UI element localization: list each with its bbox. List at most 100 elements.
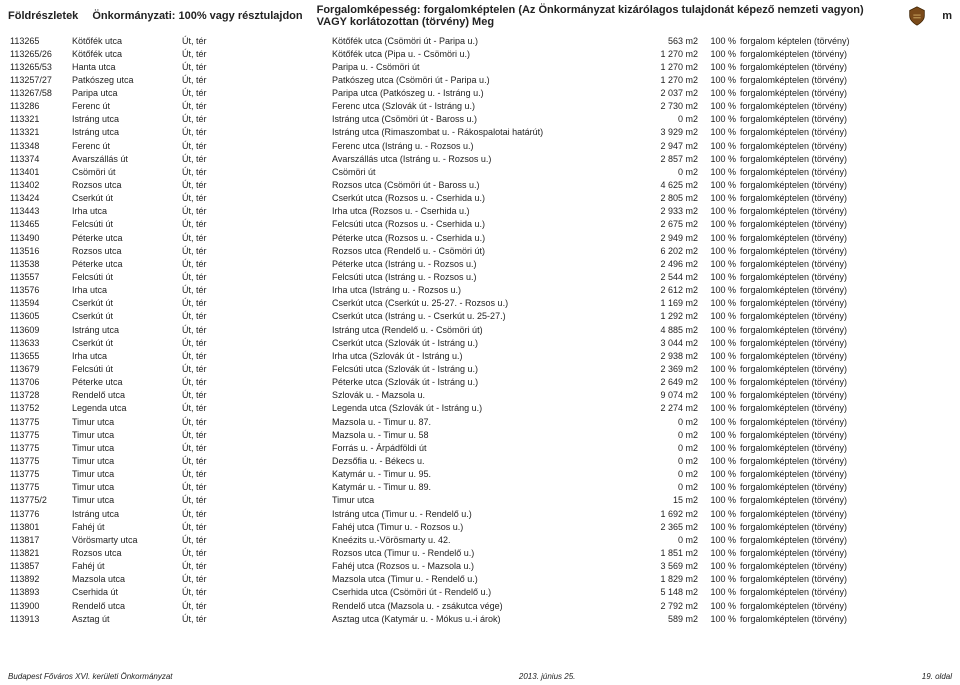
cell-id: 113265/26: [8, 47, 70, 60]
cell-id: 113286: [8, 100, 70, 113]
cell-own: 100 %: [700, 179, 738, 192]
cell-id: 113752: [8, 402, 70, 415]
cell-type: Út, tér: [180, 310, 330, 323]
cell-type: Út, tér: [180, 231, 330, 244]
cell-area: 2 544 m2: [630, 271, 700, 284]
cell-stat: forgalomképtelen (törvény): [738, 560, 952, 573]
table-row: 113817Vörösmarty utcaÚt, térKneézits u.-…: [8, 533, 952, 546]
cell-stat: forgalomképtelen (törvény): [738, 520, 952, 533]
cell-desc: Patkószeg utca (Csömöri út - Paripa u.): [330, 73, 630, 86]
cell-own: 100 %: [700, 60, 738, 73]
cell-own: 100 %: [700, 533, 738, 546]
cell-desc: Mazsola u. - Timur u. 58: [330, 428, 630, 441]
cell-own: 100 %: [700, 165, 738, 178]
cell-name: Timur utca: [70, 415, 180, 428]
cell-name: Fahéj út: [70, 560, 180, 573]
cell-name: Rendelő utca: [70, 389, 180, 402]
cell-desc: Ferenc utca (Istráng u. - Rozsos u.): [330, 139, 630, 152]
cell-area: 2 496 m2: [630, 257, 700, 270]
cell-id: 113775: [8, 481, 70, 494]
cell-stat: forgalomképtelen (törvény): [738, 139, 952, 152]
cell-own: 100 %: [700, 494, 738, 507]
cell-stat: forgalomképtelen (törvény): [738, 494, 952, 507]
cell-type: Út, tér: [180, 389, 330, 402]
cell-id: 113490: [8, 231, 70, 244]
cell-stat: forgalomképtelen (törvény): [738, 507, 952, 520]
cell-own: 100 %: [700, 34, 738, 47]
cell-id: 113321: [8, 113, 70, 126]
cell-stat: forgalomképtelen (törvény): [738, 323, 952, 336]
cell-name: Asztag út: [70, 612, 180, 625]
cell-area: 2 947 m2: [630, 139, 700, 152]
cell-type: Út, tér: [180, 507, 330, 520]
cell-id: 113402: [8, 179, 70, 192]
crest-icon: [906, 5, 928, 27]
cell-id: 113776: [8, 507, 70, 520]
cell-type: Út, tér: [180, 271, 330, 284]
page-header: Földrészletek Önkormányzati: 100% vagy r…: [8, 4, 952, 28]
cell-area: 4 625 m2: [630, 179, 700, 192]
cell-own: 100 %: [700, 481, 738, 494]
cell-area: 1 292 m2: [630, 310, 700, 323]
cell-name: Péterke utca: [70, 231, 180, 244]
cell-type: Út, tér: [180, 481, 330, 494]
cell-name: Istráng utca: [70, 126, 180, 139]
cell-area: 0 m2: [630, 441, 700, 454]
table-row: 113401Csömöri útÚt, térCsömöri út0 m2100…: [8, 165, 952, 178]
table-row: 113679Felcsúti útÚt, térFelcsúti utca (S…: [8, 363, 952, 376]
cell-id: 113257/27: [8, 73, 70, 86]
cell-type: Út, tér: [180, 349, 330, 362]
table-row: 113265Kötőfék utcaÚt, térKötőfék utca (C…: [8, 34, 952, 47]
cell-desc: Cserkút utca (Cserkút u. 25-27. - Rozsos…: [330, 297, 630, 310]
table-row: 113257/27Patkószeg utcaÚt, térPatkószeg …: [8, 73, 952, 86]
cell-area: 0 m2: [630, 415, 700, 428]
cell-type: Út, tér: [180, 297, 330, 310]
cell-name: Timur utca: [70, 455, 180, 468]
cell-stat: forgalomképtelen (törvény): [738, 60, 952, 73]
cell-desc: Mazsola utca (Timur u. - Rendelő u.): [330, 573, 630, 586]
cell-desc: Mazsola u. - Timur u. 87.: [330, 415, 630, 428]
cell-name: Rendelő utca: [70, 599, 180, 612]
cell-desc: Timur utca: [330, 494, 630, 507]
cell-area: 4 885 m2: [630, 323, 700, 336]
cell-desc: Rozsos utca (Csömöri út - Baross u.): [330, 179, 630, 192]
cell-id: 113265/53: [8, 60, 70, 73]
cell-area: 2 938 m2: [630, 349, 700, 362]
cell-type: Út, tér: [180, 455, 330, 468]
cell-id: 113348: [8, 139, 70, 152]
cell-id: 113857: [8, 560, 70, 573]
cell-id: 113374: [8, 152, 70, 165]
cell-name: Timur utca: [70, 494, 180, 507]
cell-area: 0 m2: [630, 481, 700, 494]
table-row: 113465Felcsúti útÚt, térFelcsúti utca (R…: [8, 218, 952, 231]
cell-area: 2 933 m2: [630, 205, 700, 218]
cell-type: Út, tér: [180, 284, 330, 297]
cell-id: 113892: [8, 573, 70, 586]
cell-name: Istráng utca: [70, 113, 180, 126]
cell-type: Út, tér: [180, 468, 330, 481]
cell-name: Rozsos utca: [70, 179, 180, 192]
cell-stat: forgalomképtelen (törvény): [738, 257, 952, 270]
cell-desc: Forrás u. - Árpádföldi út: [330, 441, 630, 454]
cell-stat: forgalomképtelen (törvény): [738, 310, 952, 323]
cell-area: 2 792 m2: [630, 599, 700, 612]
header-suffix: m: [942, 10, 952, 22]
cell-stat: forgalomképtelen (törvény): [738, 113, 952, 126]
cell-stat: forgalomképtelen (törvény): [738, 415, 952, 428]
cell-own: 100 %: [700, 507, 738, 520]
table-row: 113728Rendelő utcaÚt, térSzlovák u. - Ma…: [8, 389, 952, 402]
cell-type: Út, tér: [180, 179, 330, 192]
cell-stat: forgalomképtelen (törvény): [738, 455, 952, 468]
cell-id: 113424: [8, 192, 70, 205]
cell-stat: forgalomképtelen (törvény): [738, 244, 952, 257]
cell-type: Út, tér: [180, 323, 330, 336]
cell-area: 563 m2: [630, 34, 700, 47]
cell-own: 100 %: [700, 586, 738, 599]
cell-id: 113728: [8, 389, 70, 402]
cell-desc: Felcsúti utca (Szlovák út - Istráng u.): [330, 363, 630, 376]
cell-own: 100 %: [700, 244, 738, 257]
cell-stat: forgalomképtelen (törvény): [738, 336, 952, 349]
cell-id: 113516: [8, 244, 70, 257]
footer-mid: 2013. június 25.: [519, 672, 576, 681]
cell-area: 1 270 m2: [630, 47, 700, 60]
